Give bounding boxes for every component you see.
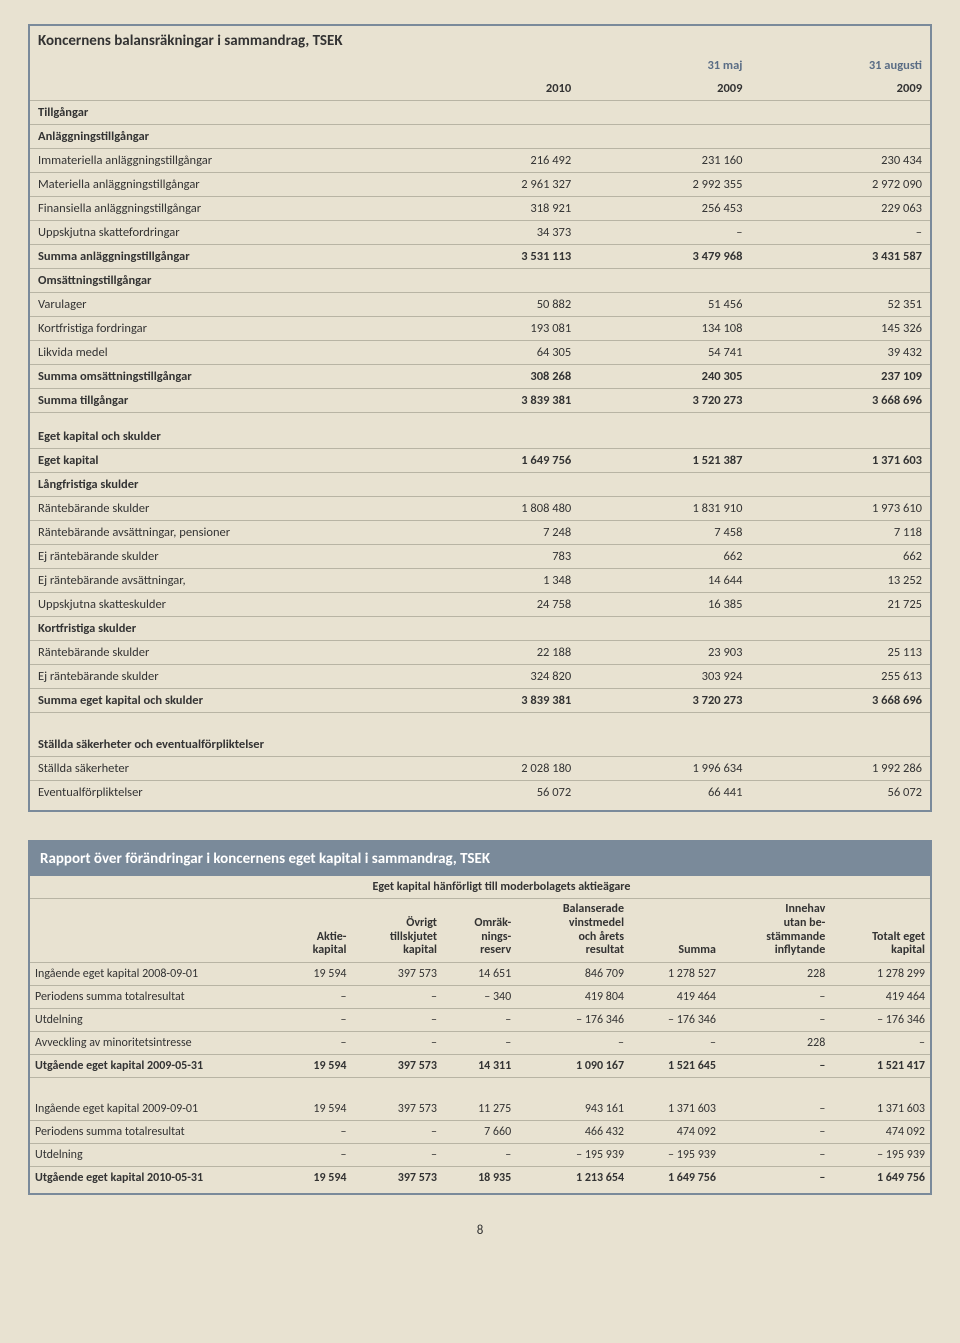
table-row: Räntebärande avsättningar, pensioner7 24… <box>30 521 930 545</box>
table-row: Ingående eget kapital 2009-09-0119 59439… <box>30 1098 930 1121</box>
col-c7: Totalt eget kapital <box>830 899 930 963</box>
balance-sheet: 31 maj 31 augusti 2010 2009 2009 Tillgån… <box>30 54 930 804</box>
table-row: Summa anläggningstillgångar3 531 1133 47… <box>30 245 930 269</box>
table-row: Immateriella anläggningstillgångar216 49… <box>30 149 930 173</box>
table-row: Eventualförpliktelser56 07266 44156 072 <box>30 781 930 805</box>
table-row: Kortfristiga fordringar193 081134 108145… <box>30 317 930 341</box>
equity-changes: Eget kapital hänförligt till moderbolage… <box>30 876 930 1189</box>
table-row: Uppskjutna skatteskulder24 75816 38521 7… <box>30 593 930 617</box>
table-row: Utdelning–––– 176 346– 176 346–– 176 346 <box>30 1009 930 1032</box>
table-row: Ställda säkerheter2 028 1801 996 6341 99… <box>30 757 930 781</box>
table-row: Periodens summa totalresultat––7 660466 … <box>30 1121 930 1144</box>
table-row: Ej räntebärande avsättningar,1 34814 644… <box>30 569 930 593</box>
col-c4: Balanserade vinstmedel och årets resulta… <box>516 899 629 963</box>
period-header-1: 31 maj <box>579 54 750 77</box>
table-row: Utgående eget kapital 2010-05-3119 59439… <box>30 1167 930 1190</box>
section-lt-liab: Långfristiga skulder <box>30 473 930 497</box>
group-header: Eget kapital hänförligt till moderbolage… <box>282 876 721 899</box>
section-pledged: Ställda säkerheter och eventualförplikte… <box>30 733 930 757</box>
table-row: Räntebärande skulder1 808 4801 831 9101 … <box>30 497 930 521</box>
equity-changes-table: Rapport över förändringar i koncernens e… <box>28 840 932 1195</box>
table-row: Ej räntebärande skulder324 820303 924255… <box>30 665 930 689</box>
year-header-1: 2010 <box>408 77 579 101</box>
col-c6: Innehav utan be- stämmande inflytande <box>721 899 830 963</box>
section-assets: Tillgångar <box>30 101 930 125</box>
table-row: Utgående eget kapital 2009-05-3119 59439… <box>30 1055 930 1078</box>
table-row: Uppskjutna skattefordringar34 373–– <box>30 221 930 245</box>
table-row: Varulager50 88251 45652 351 <box>30 293 930 317</box>
page-number: 8 <box>28 1223 932 1238</box>
section-fixed: Anläggningstillgångar <box>30 125 930 149</box>
year-header-2: 2009 <box>579 77 750 101</box>
table-row: Summa eget kapital och skulder3 839 3813… <box>30 689 930 713</box>
year-header-3: 2009 <box>750 77 930 101</box>
table-row: Summa tillgångar3 839 3813 720 2733 668 … <box>30 389 930 413</box>
table2-title: Rapport över förändringar i koncernens e… <box>30 842 930 876</box>
col-c3: Omräk- nings- reserv <box>442 899 516 963</box>
table-row: Avveckling av minoritetsintresse–––––228… <box>30 1032 930 1055</box>
table-row: Summa omsättningstillgångar308 268240 30… <box>30 365 930 389</box>
col-c5: Summa <box>629 899 721 963</box>
section-current: Omsättningstillgångar <box>30 269 930 293</box>
balance-sheet-table: Koncernens balansräkningar i sammandrag,… <box>28 24 932 812</box>
table-row: Ej räntebärande skulder783662662 <box>30 545 930 569</box>
table-row: Utdelning–––– 195 939– 195 939–– 195 939 <box>30 1144 930 1167</box>
table-row: Materiella anläggningstillgångar2 961 32… <box>30 173 930 197</box>
table-row: Räntebärande skulder22 18823 90325 113 <box>30 641 930 665</box>
table-row: Ingående eget kapital 2008-09-0119 59439… <box>30 963 930 986</box>
table-row: Eget kapital1 649 7561 521 3871 371 603 <box>30 449 930 473</box>
section-equity-liab: Eget kapital och skulder <box>30 425 930 449</box>
table-row: Finansiella anläggningstillgångar318 921… <box>30 197 930 221</box>
section-st-liab: Kortfristiga skulder <box>30 617 930 641</box>
col-c1: Aktie- kapital <box>282 899 351 963</box>
period-header-2: 31 augusti <box>750 54 930 77</box>
table-row: Likvida medel64 30554 74139 432 <box>30 341 930 365</box>
col-c2: Övrigt tillskjutet kapital <box>351 899 442 963</box>
table1-title: Koncernens balansräkningar i sammandrag,… <box>30 26 930 54</box>
table-row: Periodens summa totalresultat––– 340419 … <box>30 986 930 1009</box>
